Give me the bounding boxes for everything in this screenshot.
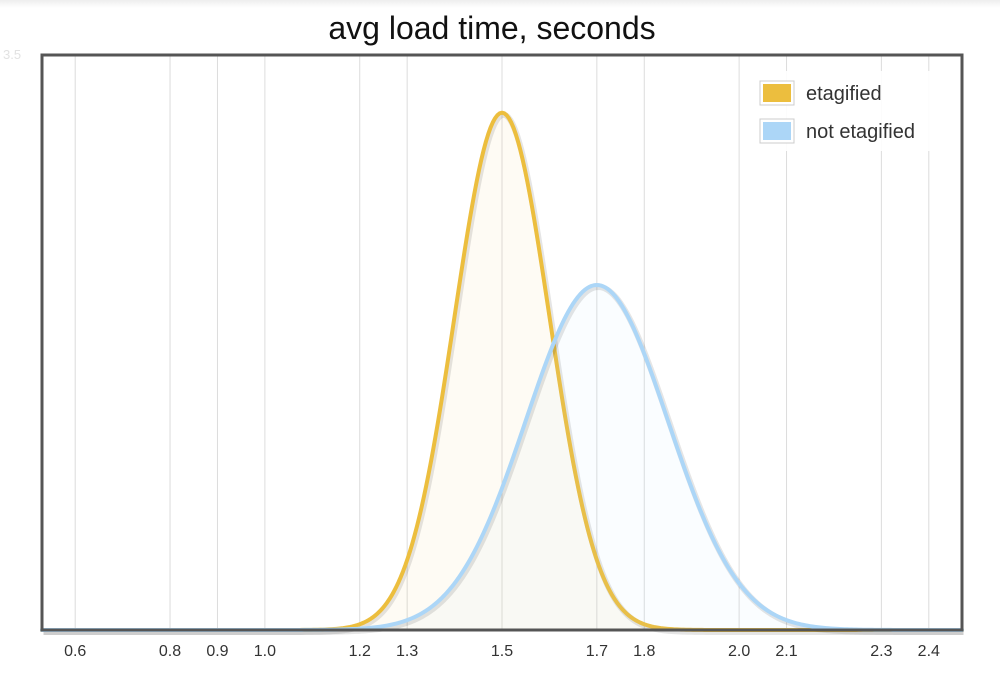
legend-label: not etagified [806,121,915,143]
x-tick-label: 1.3 [396,643,418,660]
x-tick-label: 1.0 [254,643,276,660]
legend-item[interactable]: not etagified [759,118,915,144]
legend-swatch [763,84,791,102]
x-tick-label: 1.8 [633,643,655,660]
legend[interactable]: etagified not etagified [750,71,948,151]
series-area-2 [42,284,962,630]
series-area-1 [42,112,962,631]
x-tick-label: 0.8 [159,643,181,660]
x-tick-label: 1.2 [349,643,371,660]
x-tick-label: 2.0 [728,643,750,660]
legend-item[interactable]: etagified [759,80,882,106]
x-tick-label: 0.9 [206,643,228,660]
x-axis-ticks: 0.6 0.8 0.9 1.0 1.2 1.3 1.5 1.7 1.8 2.0 2.1 2.3 2.4 [64,643,940,660]
window-top-strip [0,0,1000,8]
plot-frame [40,53,964,632]
legend-label: etagified [806,83,882,105]
legend-swatch [763,122,791,140]
x-tick-label: 1.5 [491,643,513,660]
chart-title: avg load time, seconds [328,10,656,46]
x-tick-label: 2.3 [870,643,892,660]
x-tick-label: 0.6 [64,643,86,660]
x-tick-label: 2.1 [775,643,797,660]
x-tick-label: 2.4 [918,643,940,660]
clipped-axis-label: 3.5 [3,47,22,62]
x-tick-label: 1.7 [586,643,608,660]
